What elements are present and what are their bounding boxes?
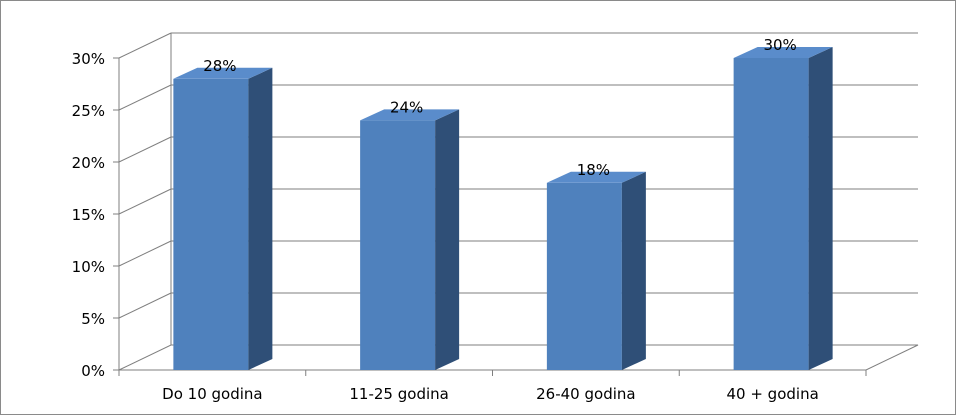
gridline-diagonal	[118, 84, 172, 111]
bar-top	[173, 67, 273, 79]
labels: 0% 5% 10% 15% 20% 25% 30% 28% Do 10 godina 24% 11-…	[72, 36, 819, 403]
bar	[733, 47, 833, 370]
x-tick-label: Do 10 godina	[162, 385, 262, 403]
x-tick-label: 26-40 godina	[536, 385, 635, 403]
y-tick-label: 15%	[72, 206, 105, 224]
gridline-diagonal	[118, 188, 172, 215]
bars	[173, 47, 833, 371]
bar-side	[621, 171, 646, 370]
bar-front	[173, 78, 249, 371]
data-label: 28%	[203, 57, 236, 75]
y-tick-label: 0%	[81, 362, 105, 380]
gridline-diagonal	[118, 292, 172, 319]
bar-front	[546, 182, 622, 370]
bar-front	[360, 120, 436, 371]
data-label: 18%	[577, 161, 610, 179]
x-tick-label: 40 + godina	[726, 385, 818, 403]
y-tick-label: 20%	[72, 154, 105, 172]
bar	[360, 109, 460, 371]
data-label: 30%	[763, 36, 796, 54]
y-tick-label: 30%	[72, 50, 105, 68]
bar-top	[733, 47, 833, 58]
gridline-diagonal	[118, 240, 172, 267]
bar-top	[546, 171, 646, 183]
bar-side	[808, 47, 833, 370]
gridline-diagonal	[118, 32, 172, 59]
y-tick-label: 5%	[81, 310, 105, 328]
bar-side	[248, 67, 273, 371]
y-tick-label: 10%	[72, 258, 105, 276]
bar-side	[435, 109, 460, 371]
bar-front	[733, 58, 809, 370]
bar	[173, 67, 273, 371]
data-label: 24%	[390, 98, 423, 116]
y-tick-label: 25%	[72, 102, 105, 120]
x-tick-label: 11-25 godina	[349, 385, 448, 403]
bar	[546, 171, 646, 370]
gridline-diagonal	[118, 136, 172, 163]
bar-top	[360, 109, 460, 121]
